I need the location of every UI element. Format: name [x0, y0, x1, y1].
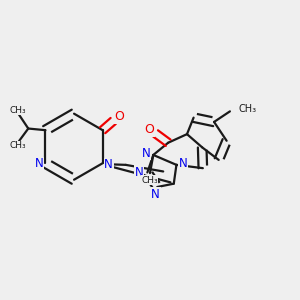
Text: O: O	[114, 110, 124, 124]
Text: N: N	[104, 158, 113, 171]
Text: CH₃: CH₃	[238, 104, 256, 114]
Text: O: O	[145, 123, 154, 136]
Text: N: N	[151, 188, 160, 201]
Text: N: N	[178, 157, 188, 170]
Text: N: N	[142, 147, 150, 160]
Text: CH₃: CH₃	[9, 106, 26, 115]
Text: CH₃: CH₃	[9, 141, 26, 150]
Text: N: N	[35, 158, 44, 170]
Text: CH₃: CH₃	[141, 176, 158, 185]
Text: N: N	[135, 166, 144, 179]
